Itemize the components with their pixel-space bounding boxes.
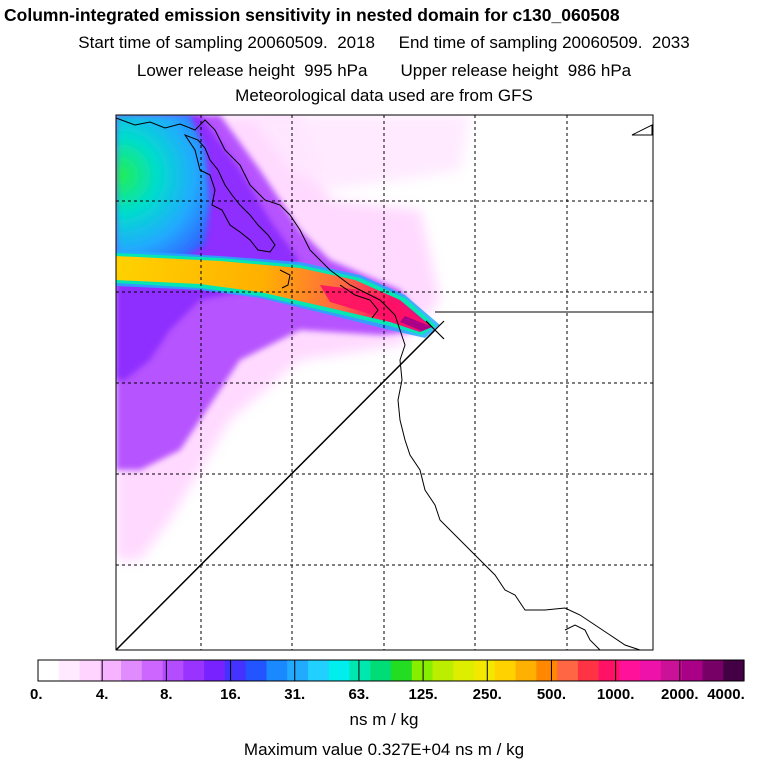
colorbar-tick-label: 4000. [707,686,745,703]
colorbar-swatch [204,660,226,681]
colorbar-swatch [162,660,184,681]
coastline [116,117,653,650]
colorbar-swatch [121,660,143,681]
grid [116,115,653,650]
colorbar-swatch [577,660,600,681]
colorbar-frame [37,659,745,682]
colorbar-swatch [58,660,81,681]
met-data-line: Meteorological data used are from GFS [235,86,533,105]
coastline-east [631,124,653,136]
coastline-south [564,624,601,650]
colorbar-swatch [287,660,309,681]
colorbar-swatch [681,660,704,681]
release-height-line: Lower release height 995 hPa Upper relea… [136,61,632,80]
colorbar-tick-label: 1000. [597,686,635,703]
coastline-bay [339,284,379,319]
colorbar-swatch [349,660,371,681]
colorbar-tick-label: 4. [96,686,109,703]
chart-title: Column-integrated emission sensitivity i… [4,5,620,25]
colorbar-tick-label: 500. [537,686,566,703]
colorbar-tick-label: 0. [30,686,43,703]
colorbar-labels: 0. 4. 8. 16. 31. 63. 125. 250. 500. 1000. 2000. 400… [30,660,745,703]
colorbar-swatch [328,660,351,681]
release-point-marker [425,320,445,340]
colorbar-swatch [183,660,205,681]
field-plume-core [116,256,432,332]
colorbar-swatch [660,660,683,681]
coastline-islands [183,133,276,253]
colorbar-swatch [619,660,641,681]
max-value-label: Maximum value 0.327E+04 ns m / kg [243,740,525,759]
colorbar: 0. 4. 8. 16. 31. 63. 125. 250. 500. 1000. 2000. 400… [30,659,745,703]
colorbar-swatch [723,660,745,681]
colorbar-swatch [474,660,496,681]
sampling-time-line: Start time of sampling 20060509. 2018 En… [78,33,690,52]
colorbar-tick-label: 125. [408,686,437,703]
colorbar-swatch [266,660,288,681]
colorbar-swatch [432,660,454,681]
colorbar-tick-label: 31. [284,686,305,703]
units-label: ns m / kg [349,710,419,729]
colorbar-swatch [38,660,60,681]
colorbar-tick-label: 250. [473,686,502,703]
colorbar-swatch [640,660,662,681]
colorbar-tick-label: 16. [220,686,241,703]
colorbar-tick-label: 2000. [661,686,699,703]
colorbar-swatch [702,660,724,681]
colorbar-swatch [141,660,164,681]
colorbar-swatch [598,660,621,681]
trajectory-line [115,329,436,651]
plot-frame [115,114,654,651]
colorbar-swatches [38,660,745,681]
sensitivity-map [115,114,654,651]
colorbar-swatch [307,660,330,681]
colorbar-swatch [79,660,101,681]
field-plume-peak [400,316,432,331]
field-west-core [116,115,210,260]
colorbar-swatch [557,660,579,681]
colorbar-swatch [536,660,558,681]
coastline-inlet [279,269,291,289]
colorbar-tick-label: 8. [160,686,173,703]
colorbar-swatch [245,660,268,681]
colorbar-swatch [411,660,434,681]
field-pink-north [250,115,470,190]
colorbar-swatch [100,660,122,681]
colorbar-swatch [453,660,475,681]
colorbar-swatch [224,660,247,681]
colorbar-swatch [391,660,413,681]
colorbar-swatch [515,660,537,681]
colorbar-tick-label: 63. [348,686,369,703]
colorbar-swatch [494,660,517,681]
colorbar-swatch [370,660,392,681]
coastline-main [116,117,641,650]
